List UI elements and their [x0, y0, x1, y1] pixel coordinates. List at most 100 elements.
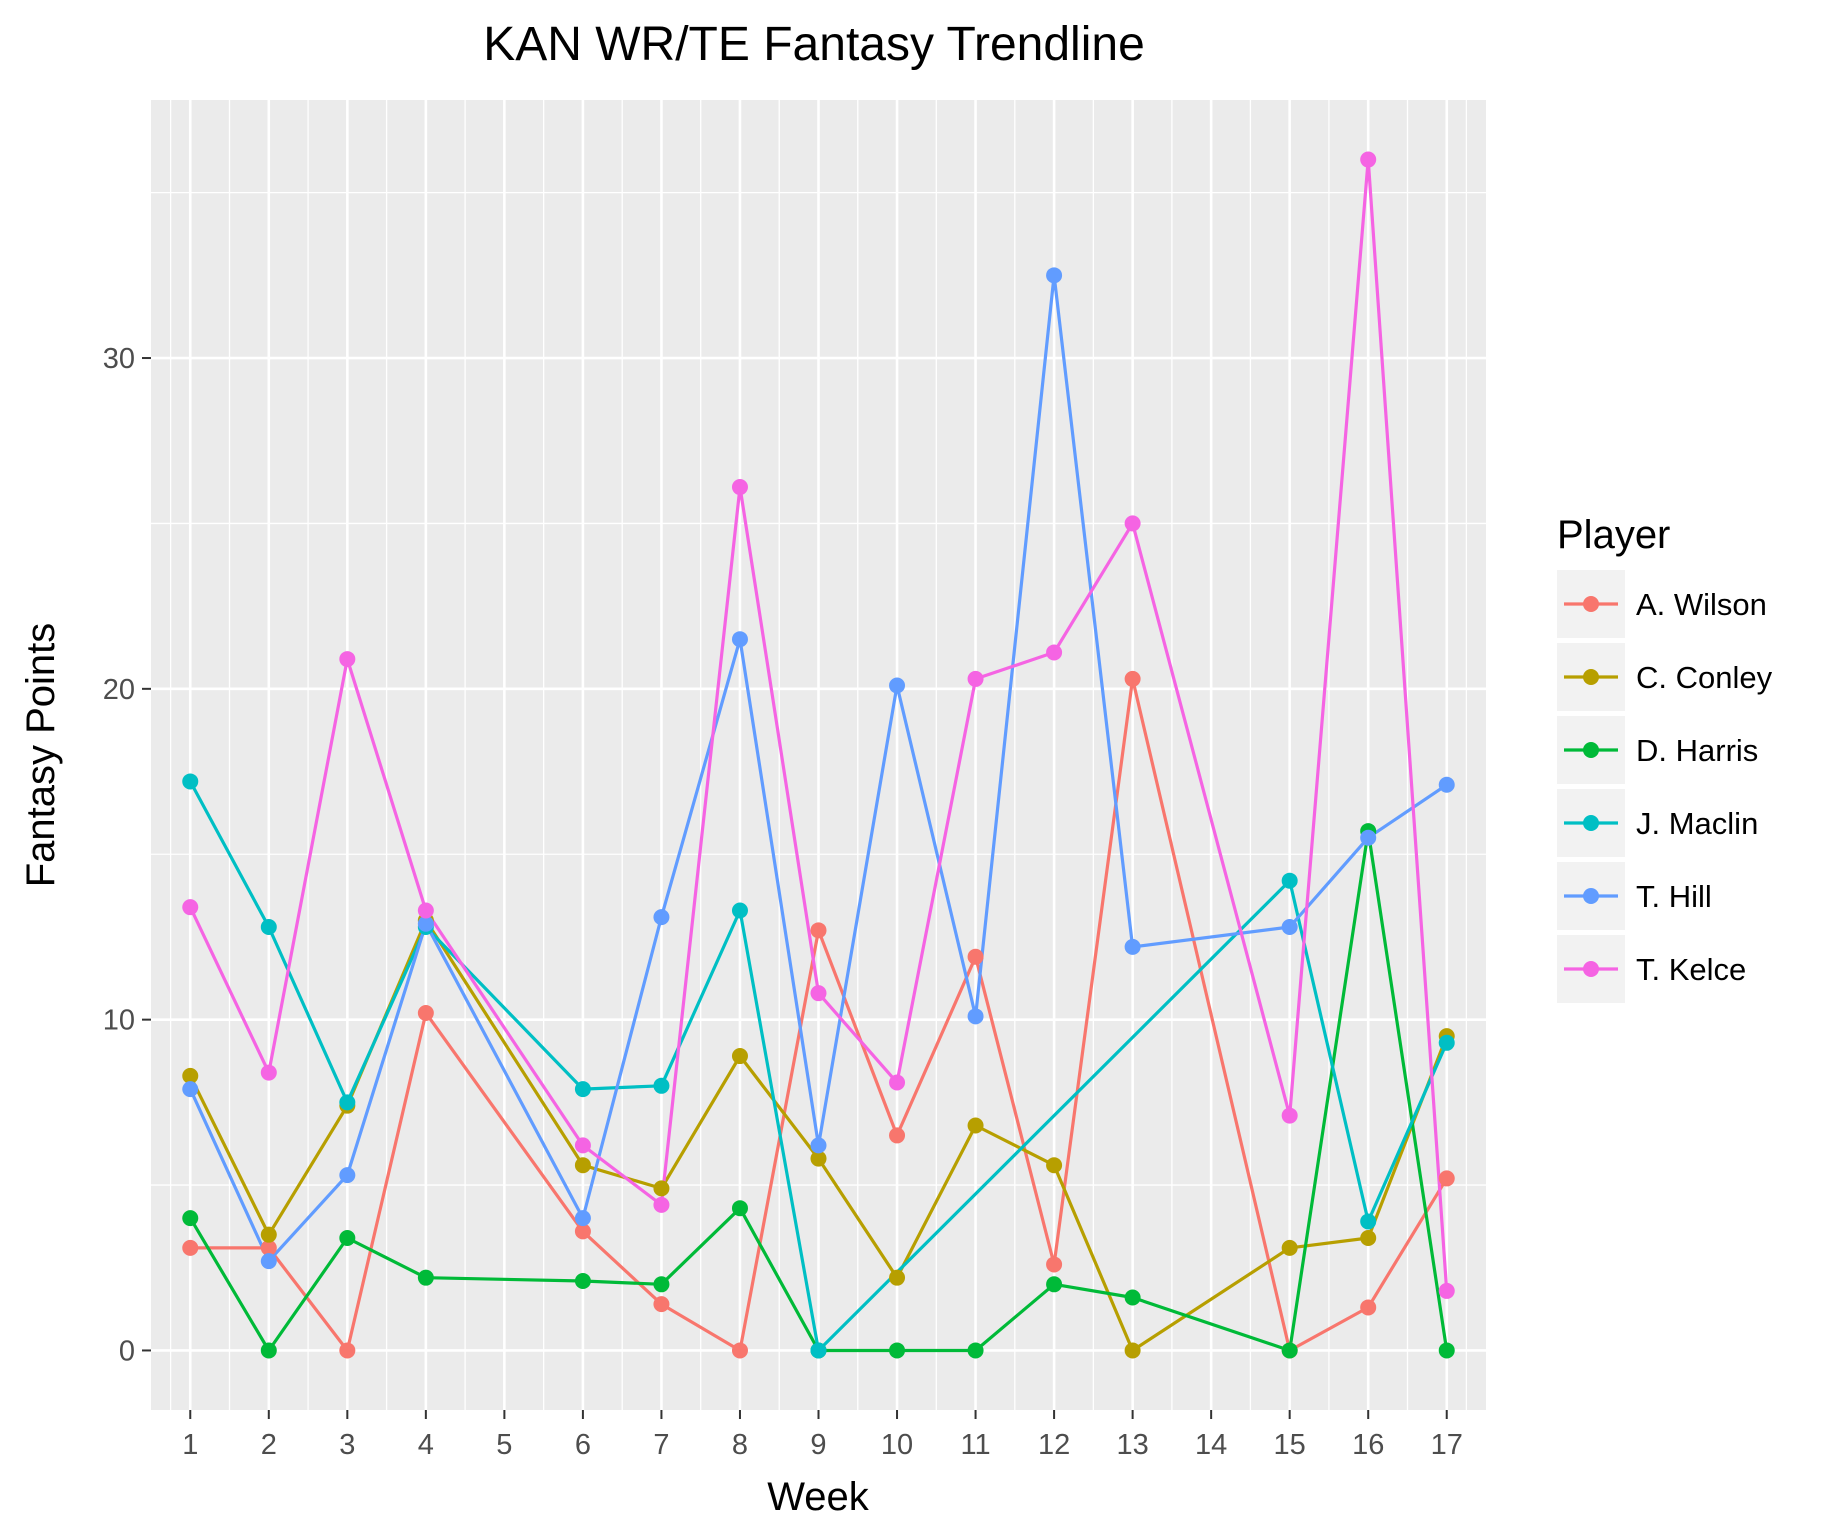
legend-label: D. Harris: [1636, 733, 1758, 768]
data-point: [889, 677, 906, 694]
data-point: [731, 631, 748, 648]
data-point: [810, 922, 827, 939]
data-point: [1046, 1276, 1063, 1293]
legend-label: C. Conley: [1636, 660, 1773, 695]
data-point: [1046, 267, 1063, 284]
data-point: [1360, 1229, 1377, 1246]
data-point: [339, 1167, 356, 1184]
y-axis-title: Fantasy Points: [19, 623, 63, 888]
data-point: [574, 1223, 591, 1240]
data-point: [653, 1296, 670, 1313]
data-point: [1046, 1256, 1063, 1273]
data-point: [339, 651, 356, 668]
data-point: [1438, 1170, 1455, 1187]
x-tick-label: 15: [1274, 1429, 1306, 1461]
data-point: [889, 1342, 906, 1359]
data-point: [1281, 1239, 1298, 1256]
data-point: [1438, 1342, 1455, 1359]
x-tick-label: 3: [339, 1429, 355, 1461]
data-point: [1281, 872, 1298, 889]
data-point: [339, 1342, 356, 1359]
data-point: [731, 1048, 748, 1065]
data-point: [417, 1269, 434, 1286]
data-point: [182, 1067, 199, 1084]
legend-label: A. Wilson: [1636, 587, 1767, 622]
legend-key-point: [1583, 815, 1599, 831]
x-tick-label: 7: [653, 1429, 669, 1461]
x-axis-title: Week: [767, 1475, 870, 1519]
data-point: [1124, 938, 1141, 955]
data-point: [417, 902, 434, 919]
data-point: [653, 1196, 670, 1213]
y-tick-label: 20: [103, 674, 135, 706]
data-point: [182, 1210, 199, 1227]
data-point: [1360, 151, 1377, 168]
data-point: [1124, 1289, 1141, 1306]
data-point: [653, 1077, 670, 1094]
data-point: [182, 899, 199, 916]
x-tick-label: 4: [418, 1429, 434, 1461]
x-tick-label: 14: [1195, 1429, 1227, 1461]
data-point: [260, 1239, 277, 1256]
series-points: [182, 151, 1455, 1359]
data-point: [810, 985, 827, 1002]
data-point: [731, 1342, 748, 1359]
data-point: [1360, 1213, 1377, 1230]
legend-title: Player: [1557, 513, 1670, 557]
legend-key-point: [1583, 742, 1599, 758]
data-point: [731, 1200, 748, 1217]
data-point: [810, 1137, 827, 1154]
data-point: [889, 1074, 906, 1091]
data-point: [1124, 515, 1141, 532]
data-point: [810, 1342, 827, 1359]
x-tick-label: 16: [1352, 1429, 1384, 1461]
data-point: [1438, 776, 1455, 793]
data-point: [967, 670, 984, 687]
data-point: [339, 1229, 356, 1246]
data-point: [967, 948, 984, 965]
x-tick-label: 1: [182, 1429, 198, 1461]
data-point: [417, 1005, 434, 1022]
data-point: [417, 915, 434, 932]
x-tick-label: 2: [261, 1429, 277, 1461]
data-point: [574, 1272, 591, 1289]
data-point: [1281, 919, 1298, 936]
data-point: [574, 1210, 591, 1227]
x-tick-label: 13: [1116, 1429, 1148, 1461]
data-point: [1046, 1157, 1063, 1174]
x-tick-label: 12: [1038, 1429, 1070, 1461]
x-tick-label: 11: [961, 1429, 991, 1461]
x-axis-ticks: 1 2 3 4 5 6 7 8 9 10 11 12 13 14 15 16 17: [182, 1410, 1463, 1461]
grid-major: [151, 100, 1486, 1410]
y-tick-label: 30: [103, 343, 135, 375]
y-tick-label: 0: [119, 1335, 135, 1367]
data-point: [260, 919, 277, 936]
x-tick-label: 5: [496, 1429, 512, 1461]
x-tick-label: 6: [575, 1429, 591, 1461]
data-point: [889, 1269, 906, 1286]
data-point: [653, 1180, 670, 1197]
data-point: [731, 902, 748, 919]
data-point: [574, 1081, 591, 1098]
data-point: [810, 1150, 827, 1167]
data-point: [967, 1342, 984, 1359]
legend-label: J. Maclin: [1636, 806, 1758, 841]
x-tick-label: 10: [881, 1429, 913, 1461]
legend-key-point: [1583, 669, 1599, 685]
x-tick-label: 8: [732, 1429, 748, 1461]
data-point: [339, 1094, 356, 1111]
y-tick-label: 10: [103, 1005, 135, 1037]
data-point: [260, 1064, 277, 1081]
data-point: [1124, 1342, 1141, 1359]
data-point: [182, 1081, 199, 1098]
chart-title: KAN WR/TE Fantasy Trendline: [483, 18, 1145, 71]
legend: Player A. Wilson C. Conley D. Harris J. Mac…: [1557, 513, 1773, 1003]
data-point: [1438, 1282, 1455, 1299]
data-point: [967, 1117, 984, 1134]
data-point: [1124, 670, 1141, 687]
data-point: [1046, 644, 1063, 661]
data-point: [889, 1127, 906, 1144]
data-point: [1360, 829, 1377, 846]
data-point: [653, 1276, 670, 1293]
